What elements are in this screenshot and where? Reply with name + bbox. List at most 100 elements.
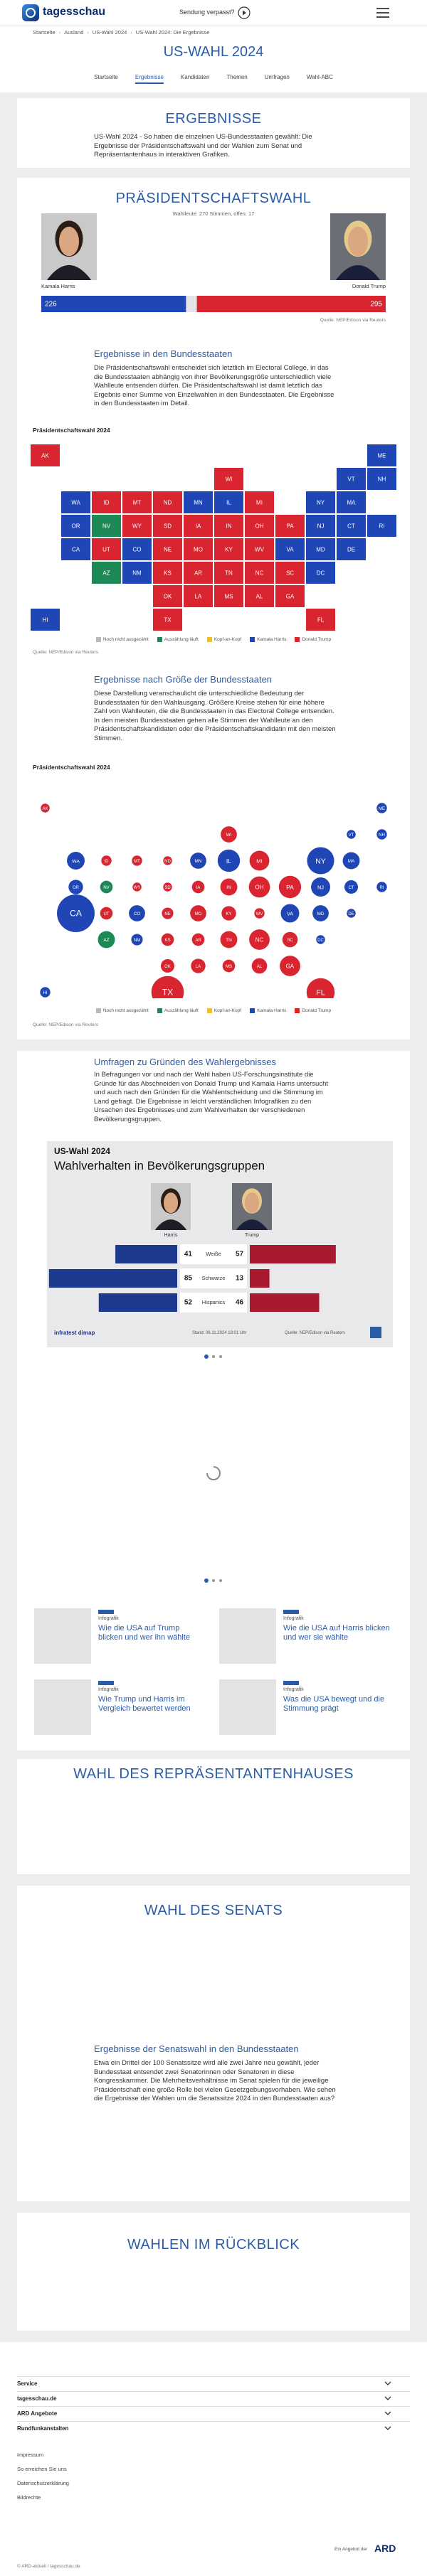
footer-section[interactable]: Service bbox=[17, 2380, 38, 2387]
breadcrumb-item[interactable]: US-Wahl 2024 bbox=[92, 29, 127, 36]
state-tile bbox=[153, 585, 182, 607]
president-note: Wahlleute: 270 Stimmen, offen: 17 bbox=[172, 210, 255, 217]
state-bubble bbox=[160, 958, 175, 973]
state-label: OK bbox=[164, 965, 171, 969]
state-label: MI bbox=[256, 500, 263, 506]
state-tile bbox=[245, 562, 274, 584]
state-label: MA bbox=[348, 859, 355, 864]
state-label: WI bbox=[226, 476, 233, 483]
footer-rule bbox=[17, 2406, 410, 2407]
state-bubble bbox=[280, 956, 300, 976]
footer-section[interactable]: ARD Angebote bbox=[17, 2410, 58, 2417]
breadcrumb-item[interactable]: Ausland bbox=[64, 29, 84, 36]
state-label: SD bbox=[164, 523, 172, 530]
teaser-image bbox=[219, 1608, 276, 1664]
section-heading: Ergebnisse der Senatswahl in den Bundess… bbox=[94, 2043, 299, 2054]
state-label: DC bbox=[317, 570, 325, 577]
state-tile bbox=[337, 491, 366, 513]
breadcrumb-item[interactable]: US-Wahl 2024: Die Ergebnisse bbox=[135, 29, 210, 36]
state-label: NJ bbox=[317, 884, 324, 890]
state-bubble bbox=[132, 855, 142, 866]
state-label: TN bbox=[225, 570, 233, 577]
breadcrumb-item[interactable]: Startseite bbox=[33, 29, 56, 36]
trump-bar bbox=[196, 296, 386, 312]
footer-link[interactable]: Bildrechte bbox=[17, 2494, 41, 2501]
nav-item[interactable]: Kandidaten bbox=[180, 74, 210, 80]
teaser-kicker: Infografik bbox=[98, 1687, 119, 1692]
state-label: MN bbox=[194, 500, 203, 506]
nav-item[interactable]: Ergebnisse bbox=[135, 74, 164, 84]
state-label: NE bbox=[164, 547, 172, 553]
state-label: DC bbox=[317, 939, 324, 943]
stand: Stand: 06.11.2024 18:01 Uhr bbox=[192, 1331, 247, 1335]
teaser-title[interactable]: Was die USA bewegt und die Stimmung präg… bbox=[283, 1695, 385, 1713]
harris-bar bbox=[48, 1269, 177, 1288]
state-bubble bbox=[251, 958, 268, 974]
state-label: VT bbox=[347, 476, 354, 483]
state-label: LA bbox=[196, 965, 201, 969]
state-label: AK bbox=[41, 453, 49, 459]
play-icon[interactable] bbox=[238, 6, 251, 19]
state-label: AR bbox=[194, 570, 202, 577]
legend-label: Auszählung läuft bbox=[164, 637, 199, 642]
state-label: TX bbox=[164, 617, 172, 624]
trump-photo bbox=[232, 1183, 272, 1230]
state-tile bbox=[275, 515, 305, 537]
legend-label: Kopf-an-Kopf bbox=[214, 637, 242, 642]
state-label: CA bbox=[72, 547, 80, 553]
state-tile bbox=[214, 538, 243, 560]
center-band bbox=[180, 1293, 247, 1313]
state-bubble bbox=[221, 826, 237, 843]
footer-section[interactable]: Rundfunkanstalten bbox=[17, 2425, 69, 2432]
bar-value: 13 bbox=[236, 1275, 244, 1283]
carousel-dot bbox=[204, 1354, 209, 1359]
nav: Startseite Ergebnisse Kandidaten Themen Umfr… bbox=[0, 74, 427, 84]
legend-item: Auszählung läuft bbox=[157, 637, 199, 642]
state-tile bbox=[184, 491, 213, 513]
section-title: WAHL DES SENATS bbox=[144, 1903, 283, 1918]
teaser-image bbox=[34, 1608, 91, 1664]
state-label: AL bbox=[256, 594, 263, 600]
nav-item[interactable]: Umfragen bbox=[264, 74, 290, 80]
review-card bbox=[17, 2213, 410, 2331]
state-label: NV bbox=[102, 523, 111, 530]
state-label: PA bbox=[286, 523, 294, 530]
state-tile bbox=[61, 538, 90, 560]
harris-photo bbox=[41, 213, 97, 280]
footer-link[interactable]: Impressum bbox=[17, 2452, 44, 2458]
missed-link[interactable]: Sendung verpasst? bbox=[179, 9, 235, 16]
state-label: NJ bbox=[317, 523, 325, 530]
teaser-title[interactable]: Wie die USA auf Harris blicken und wer s… bbox=[283, 1624, 390, 1642]
state-label: MO bbox=[194, 912, 201, 916]
state-label: AZ bbox=[103, 938, 109, 943]
state-label: UT bbox=[104, 912, 110, 916]
nav-item[interactable]: Startseite bbox=[94, 74, 118, 80]
footer-link[interactable]: Datenschutzerklärung bbox=[17, 2480, 69, 2486]
state-tile bbox=[214, 585, 243, 607]
state-tile bbox=[245, 491, 274, 513]
teaser-title[interactable]: Wie die USA auf Trump blicken und wer ih… bbox=[98, 1624, 191, 1642]
legend-swatch bbox=[250, 1008, 255, 1013]
footer-section[interactable]: tagesschau.de bbox=[17, 2395, 57, 2402]
state-bubble bbox=[376, 829, 387, 840]
state-label: IA bbox=[196, 886, 201, 890]
teaser-title[interactable]: Wie Trump und Harris im Vergleich bewert… bbox=[98, 1695, 191, 1713]
state-label: VA bbox=[286, 547, 294, 553]
logo-text: tagesschau bbox=[43, 6, 106, 18]
brand: infratest dimap bbox=[54, 1330, 95, 1336]
state-bubble bbox=[191, 880, 205, 894]
state-tile bbox=[306, 491, 335, 513]
copyright: © ARD-aktuell / tagesschau.de bbox=[17, 2564, 80, 2569]
results-text: US-Wahl 2024 - So haben die einzelnen US… bbox=[94, 133, 312, 159]
nav-item[interactable]: Wahl-ABC bbox=[306, 74, 333, 80]
state-bubble bbox=[311, 877, 330, 897]
menu-icon[interactable] bbox=[376, 7, 390, 18]
legend-swatch bbox=[206, 1008, 212, 1013]
state-tile bbox=[122, 515, 152, 537]
footer-link[interactable]: So erreichen Sie uns bbox=[17, 2466, 67, 2472]
state-tile bbox=[122, 491, 152, 513]
legend-swatch bbox=[157, 1008, 162, 1013]
state-tile bbox=[214, 491, 243, 513]
nav-item[interactable]: Themen bbox=[226, 74, 248, 80]
chevron-path bbox=[384, 2381, 391, 2385]
